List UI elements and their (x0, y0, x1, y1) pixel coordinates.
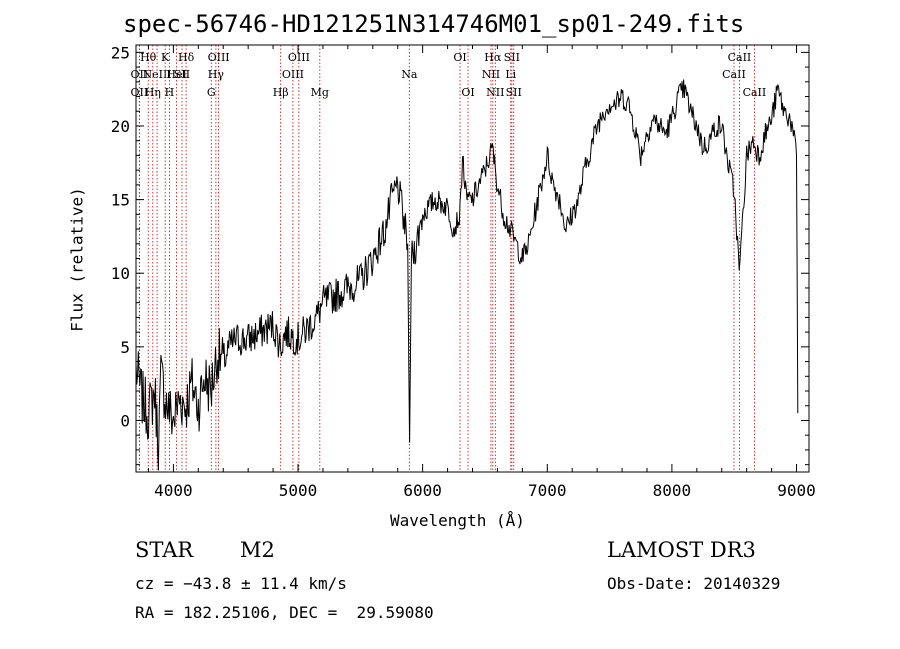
line-marker-label: OIII (208, 51, 230, 64)
x-tick-label: 6000 (403, 481, 442, 500)
line-marker-label: CaII (722, 68, 746, 81)
line-marker-label: K (161, 51, 170, 64)
line-marker-label: NII (486, 86, 504, 99)
line-marker-label: OII (131, 86, 149, 99)
line-marker-label: G (207, 86, 216, 99)
plot-frame (135, 44, 810, 473)
y-tick-label: 20 (111, 117, 130, 136)
line-marker-label: SII (174, 68, 190, 81)
object-class: STAR (135, 538, 194, 562)
line-marker-label: Hβ (273, 86, 289, 99)
object-subclass: M2 (240, 538, 275, 562)
y-tick-label: 10 (111, 264, 130, 283)
x-axis-label: Wavelength (Å) (390, 511, 525, 530)
line-marker-label: OIII (288, 51, 310, 64)
line-marker-label: OI (453, 51, 466, 64)
line-marker-label: SII (504, 51, 520, 64)
line-marker-label: H (165, 86, 175, 99)
line-marker-label: OII (131, 68, 149, 81)
x-tick-label: 7000 (528, 481, 567, 500)
line-marker-label: Hα (484, 51, 502, 64)
y-tick-label: 25 (111, 43, 130, 62)
survey-name: LAMOST DR3 (607, 538, 756, 562)
x-tick-label: 8000 (653, 481, 692, 500)
line-marker-label: OIII (282, 68, 304, 81)
x-tick-label: 4000 (154, 481, 193, 500)
coordinates: RA = 182.25106, DEC = 29.59080 (135, 603, 434, 622)
line-marker-label: Li (505, 68, 516, 81)
spectrum-line-group (135, 79, 799, 471)
line-marker-label: CaII (743, 86, 767, 99)
line-marker-label: Hγ (208, 68, 225, 81)
line-marker-label: Hθ (140, 51, 157, 64)
line-marker-label: NII (482, 68, 500, 81)
line-marker-label: CaII (728, 51, 752, 64)
line-marker-group: OIIOIIHθHηNeIIIKHHeISIIHδGHγOIIIHβOIIIOI… (131, 45, 767, 472)
x-tick-label: 5000 (279, 481, 318, 500)
axis-ticks: 4000 5000 6000 7000 8000 9000 0 5 10 15 20 25 (111, 43, 816, 500)
line-marker-label: OI (461, 86, 474, 99)
observation-date: Obs-Date: 20140329 (607, 574, 781, 593)
line-marker-label: NeIII (142, 68, 171, 81)
chart-title: spec-56746-HD121251N314746M01_sp01-249.f… (123, 10, 745, 38)
spectrum-line (135, 79, 799, 471)
y-tick-label: 5 (120, 338, 130, 357)
x-tick-label: 9000 (777, 481, 816, 500)
line-marker-label: Hδ (178, 51, 195, 64)
redshift-velocity: cz = −43.8 ± 11.4 km/s (135, 574, 347, 593)
y-tick-label: 0 (120, 411, 130, 430)
line-marker-label: Mg (311, 86, 329, 99)
line-marker-label: SII (506, 86, 522, 99)
y-tick-label: 15 (111, 191, 130, 210)
line-marker-label: Hη (145, 86, 161, 99)
line-marker-label: Na (401, 68, 418, 81)
y-axis-label: Flux (relative) (67, 187, 87, 332)
